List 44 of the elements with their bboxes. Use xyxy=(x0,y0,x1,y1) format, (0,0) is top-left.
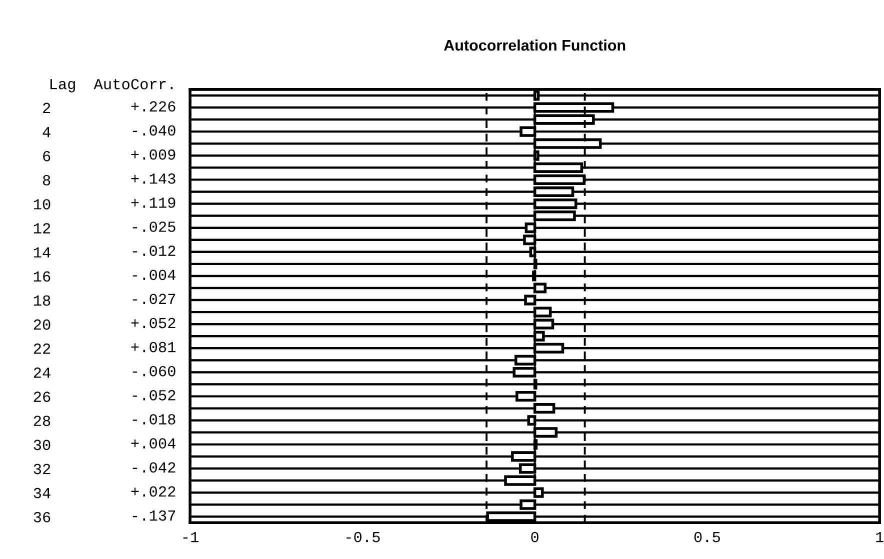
data-label: +.143 xyxy=(131,173,176,184)
y-tick-label: 26 xyxy=(34,392,50,402)
x-tick-label: 0 xyxy=(531,532,538,542)
y-tick-label: 22 xyxy=(34,343,50,354)
y-tick-label: 6 xyxy=(43,150,50,162)
data-label: +.119 xyxy=(131,197,176,208)
data-label: -.052 xyxy=(132,390,176,400)
data-label: -.137 xyxy=(132,510,176,521)
data-label: +.226 xyxy=(131,101,176,112)
data-label: +.009 xyxy=(131,149,176,160)
y-tick-label: 30 xyxy=(34,440,50,450)
data-label: +.022 xyxy=(131,486,176,497)
y-tick-label: 24 xyxy=(34,368,50,378)
y-tick-label: 36 xyxy=(34,512,50,522)
y-tick-label: 8 xyxy=(42,175,50,186)
data-label: -.025 xyxy=(132,222,176,232)
x-tick-label: 1 xyxy=(876,532,884,542)
y-tick-label: 4 xyxy=(42,127,50,138)
y-tick-label: 28 xyxy=(34,416,50,426)
data-label: +.004 xyxy=(131,438,176,449)
data-label: +.081 xyxy=(131,342,176,352)
data-label: -.004 xyxy=(132,270,176,280)
y-tick-label: 14 xyxy=(34,247,50,258)
y-tick-label: 2 xyxy=(43,102,50,114)
y-tick-label: 20 xyxy=(34,319,50,330)
text: AutoCorr. xyxy=(94,78,173,90)
chart-title: Autocorrelation Function xyxy=(444,39,626,51)
data-label: -.060 xyxy=(132,366,176,376)
y-tick-label: 32 xyxy=(34,464,50,474)
x-tick-label: -1 xyxy=(183,532,198,542)
data-label: -.012 xyxy=(132,246,176,256)
y-tick-label: 10 xyxy=(34,199,50,210)
y-tick-label: 18 xyxy=(34,295,50,306)
x-tick-label: 0.5 xyxy=(694,532,720,542)
data-label: -.040 xyxy=(132,125,176,136)
y-tick-label: 12 xyxy=(34,223,50,234)
y-tick-label: 16 xyxy=(34,271,50,282)
data-label: -.027 xyxy=(132,294,176,304)
y-tick-label: 34 xyxy=(34,488,50,498)
data-label: +.052 xyxy=(131,318,176,328)
x-tick-label: -0.5 xyxy=(346,532,380,542)
text: Lag xyxy=(50,79,75,92)
data-label: -.042 xyxy=(132,462,176,473)
data-label: -.018 xyxy=(132,414,176,424)
